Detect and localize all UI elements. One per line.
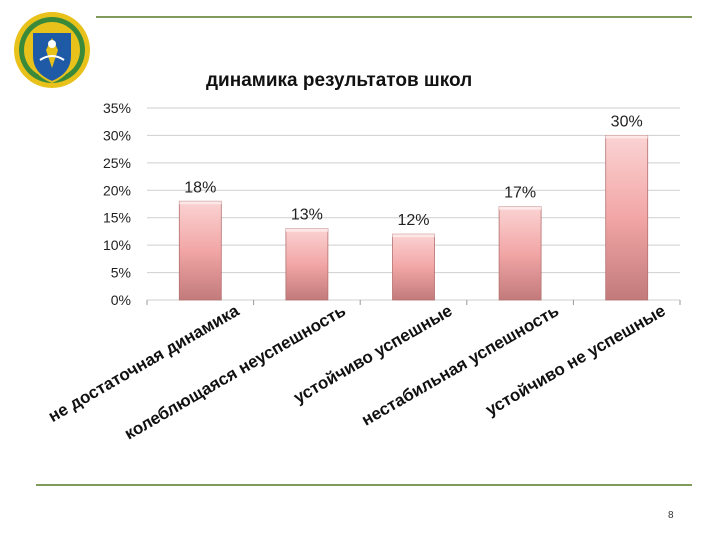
- category-label: не достаточная динамика: [45, 301, 243, 426]
- grid-lines: [146, 107, 681, 305]
- data-labels: 18% 13% 12% 17% 30%: [184, 113, 642, 229]
- y-tick-label: 15%: [103, 210, 131, 226]
- bar-highlight: [392, 234, 435, 238]
- bar-highlight: [179, 201, 222, 205]
- y-tick-label: 10%: [103, 237, 131, 253]
- bar: [498, 206, 542, 301]
- bottom-rule: [36, 484, 692, 486]
- bars: [178, 135, 649, 301]
- bar: [285, 228, 329, 301]
- y-tick-label: 0%: [111, 292, 131, 308]
- y-tick-label: 35%: [103, 100, 131, 116]
- crest-emblem-icon: [14, 12, 90, 88]
- top-rule: [96, 16, 692, 18]
- bar-highlight: [499, 206, 542, 210]
- bar-highlight: [285, 228, 328, 232]
- y-tick-label: 20%: [103, 182, 131, 198]
- bar: [178, 200, 222, 301]
- category-label: колеблющаяся неуспешность: [121, 301, 349, 443]
- page-number: 8: [668, 510, 674, 521]
- chart-title: динамика результатов школ: [206, 70, 473, 91]
- y-tick-label: 5%: [111, 265, 131, 281]
- category-label: нестабильная успешность: [358, 301, 562, 430]
- data-label: 17%: [504, 185, 536, 202]
- y-tick-label: 30%: [103, 127, 131, 143]
- category-label: устойчиво не успешные: [482, 301, 668, 420]
- bar: [392, 233, 435, 301]
- y-axis-ticks: 0% 5% 10% 15% 20% 25% 30% 35%: [103, 100, 131, 308]
- bar-highlight: [605, 135, 648, 139]
- data-label: 12%: [397, 212, 429, 229]
- bar: [605, 135, 649, 301]
- data-label: 30%: [611, 113, 643, 130]
- data-label: 18%: [184, 179, 216, 196]
- data-label: 13%: [291, 207, 323, 224]
- y-tick-label: 25%: [103, 155, 131, 171]
